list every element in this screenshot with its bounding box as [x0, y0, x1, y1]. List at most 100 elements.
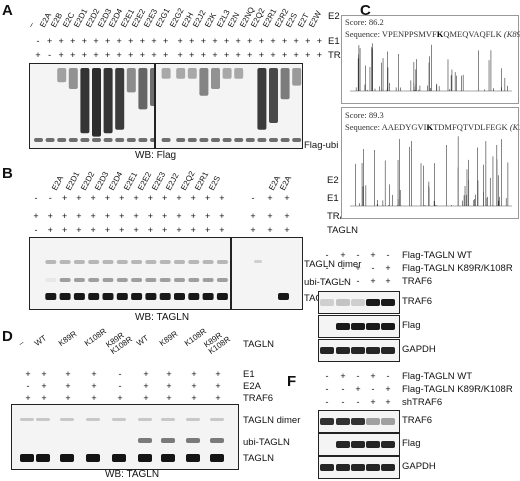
panel-letter-a: A	[2, 2, 13, 19]
panel-d-tagln-label: TAGLN	[243, 339, 274, 350]
panel-b-e1_row-sign: -	[34, 193, 38, 203]
panel-b-ubi-band	[59, 278, 71, 282]
panel-a-traf6-sign: +	[58, 50, 64, 60]
panel-d-traf6_row-sign: +	[65, 393, 71, 403]
panel_e-blot-band	[320, 299, 334, 306]
panel-b-tagln-band	[174, 293, 185, 300]
panel-b-traf6_row-sign: +	[76, 211, 82, 221]
panel-a-flag-ubi-band	[211, 138, 220, 142]
panel_e-row2-sign: +	[385, 276, 391, 286]
panel-b-ubi-band	[73, 278, 85, 282]
panel-a-flag-ubi-band	[161, 138, 171, 142]
panel-b-tagln_row-sign: +	[267, 225, 273, 235]
panel-d-e2a-label: E2A	[243, 381, 261, 392]
panel-d-traf6_row-sign: +	[191, 393, 197, 403]
panel_e-row1-sign: -	[341, 263, 345, 273]
panel-a-e1-sign: +	[70, 36, 76, 46]
panel-b-ubi-band	[102, 278, 114, 282]
panel_e-blot-band	[351, 299, 365, 306]
panel-b-tagln_row-sign: +	[104, 225, 111, 235]
panel-a-smear	[211, 68, 220, 89]
panel-d-tagln-band	[20, 454, 34, 462]
panel-d-traf6_row-sign: +	[166, 393, 172, 403]
panel-a-e1-sign: +	[281, 36, 288, 46]
panel-d-tagln-band	[161, 454, 175, 462]
panel-d-traf6_row-sign: +	[143, 393, 149, 403]
panel-d-dimer-band	[86, 418, 100, 421]
panel-a-e1-sign: +	[58, 36, 64, 46]
panel-d-e1_row-sign: +	[191, 369, 197, 379]
panel-a-e1-sign: +	[151, 36, 157, 46]
panel-b-ubi-band	[116, 278, 128, 282]
panel-a-traf6-sign: +	[177, 50, 183, 60]
panel-b-e1_row-sign: +	[90, 193, 96, 203]
panel_f-row-label-2: shTRAF6	[402, 397, 443, 408]
panel-a-flag-ubi-band	[92, 138, 101, 142]
panel_f-row-label-1: Flag-TAGLN K89R/K108R	[402, 384, 513, 395]
panel-a-smear	[126, 68, 136, 93]
panel_f-row1-sign: +	[355, 384, 361, 394]
panel-a-flag-ubi-band	[115, 138, 125, 142]
panel-d-e2a_row-sign: -	[118, 381, 122, 391]
panel_f-blot-band	[366, 418, 380, 425]
panel-a-e1-sign: +	[223, 36, 230, 46]
panel-d-e1_row-sign: +	[41, 369, 47, 379]
panel-a-lane-0: –	[26, 20, 37, 29]
panel-a-blot-right	[155, 63, 303, 149]
panel_e-row1-sign: +	[355, 263, 361, 273]
panel_e-blot-band	[366, 299, 380, 306]
panel_f-row0-sign: -	[386, 371, 390, 381]
panel-b-lane-11: E2S	[207, 174, 223, 192]
panel-d-lane-2: K89R	[56, 329, 79, 348]
panel-a-smear	[115, 68, 125, 130]
panel-d-tagln-band	[36, 454, 50, 462]
panel-a-smear	[138, 68, 148, 110]
panel-b-traf6_row-sign: +	[284, 211, 290, 221]
panel-d-ubi-band	[138, 438, 152, 443]
panel-b-tagln_row-sign: +	[204, 225, 211, 235]
panel-a-e1-sign: +	[258, 36, 265, 46]
panel_f-blot-band	[381, 441, 395, 448]
panel-a-traf6-sign: +	[305, 50, 311, 60]
panel-b-e2-label: E2	[327, 175, 339, 186]
panel-b-dimer-band	[88, 260, 100, 264]
panel-b-e1_row-sign: +	[119, 193, 125, 203]
panel-f-label-gapdh: GAPDH	[402, 461, 436, 472]
panel-letter-f: F	[287, 373, 297, 390]
panel-d-band-dimer: TAGLN dimer	[243, 415, 301, 426]
panel-a-flag-ubi-band	[68, 138, 78, 142]
panel-a-lane-24: E2W	[307, 9, 324, 29]
panel-b-e1_row-sign: -	[48, 193, 52, 203]
panel-d-traf6_row-sign: +	[117, 393, 123, 403]
panel_e-row2-sign: +	[370, 276, 376, 286]
panel-a-e1-sign: +	[316, 36, 323, 46]
panel-d-e1_row-sign: +	[25, 369, 31, 379]
panel-b-e1_row-sign: -	[251, 193, 255, 203]
panel-b-e1_row-sign: +	[284, 193, 290, 203]
panel-b-traf6_row-sign: +	[61, 211, 68, 221]
panel-b-tagln-band	[188, 293, 200, 300]
panel-a-e1-sign: +	[212, 36, 218, 46]
panel_f-row2-sign: -	[341, 397, 345, 407]
panel-a-flag-ubi-band	[80, 138, 90, 142]
panel_e-row0-sign: -	[356, 250, 360, 260]
panel-d-lane-1: WT	[32, 333, 49, 348]
panel-a-traf6-sign: +	[293, 50, 299, 60]
panel-d-band-tagln: TAGLN	[243, 453, 274, 464]
panel-b-dimer-band	[102, 260, 114, 264]
spectrum-1-score: Score: 86.2	[345, 17, 384, 27]
panel-d-e1_row-sign: +	[166, 369, 172, 379]
panel-e-label-traf6: TRAF6	[402, 296, 433, 307]
panel-a-e2-label: E2	[328, 11, 340, 22]
panel-a-flag-ubi-band	[245, 138, 255, 142]
panel_e-row1-sign: -	[371, 263, 375, 273]
panel-a-flag-ubi-band	[280, 138, 290, 142]
panel-d-tagln-band	[186, 454, 200, 462]
panel-a-flag-ubi-band	[57, 138, 67, 142]
panel-a-e1-sign: +	[128, 36, 134, 46]
panel-b-ubi-band	[159, 278, 171, 282]
panel-a-e1-sign: +	[93, 36, 99, 46]
panel-a-wb-label: WB: Flag	[135, 150, 177, 161]
panel-a-traf6-sign: +	[70, 50, 76, 60]
panel-b-traf6_row-sign: +	[190, 211, 196, 221]
